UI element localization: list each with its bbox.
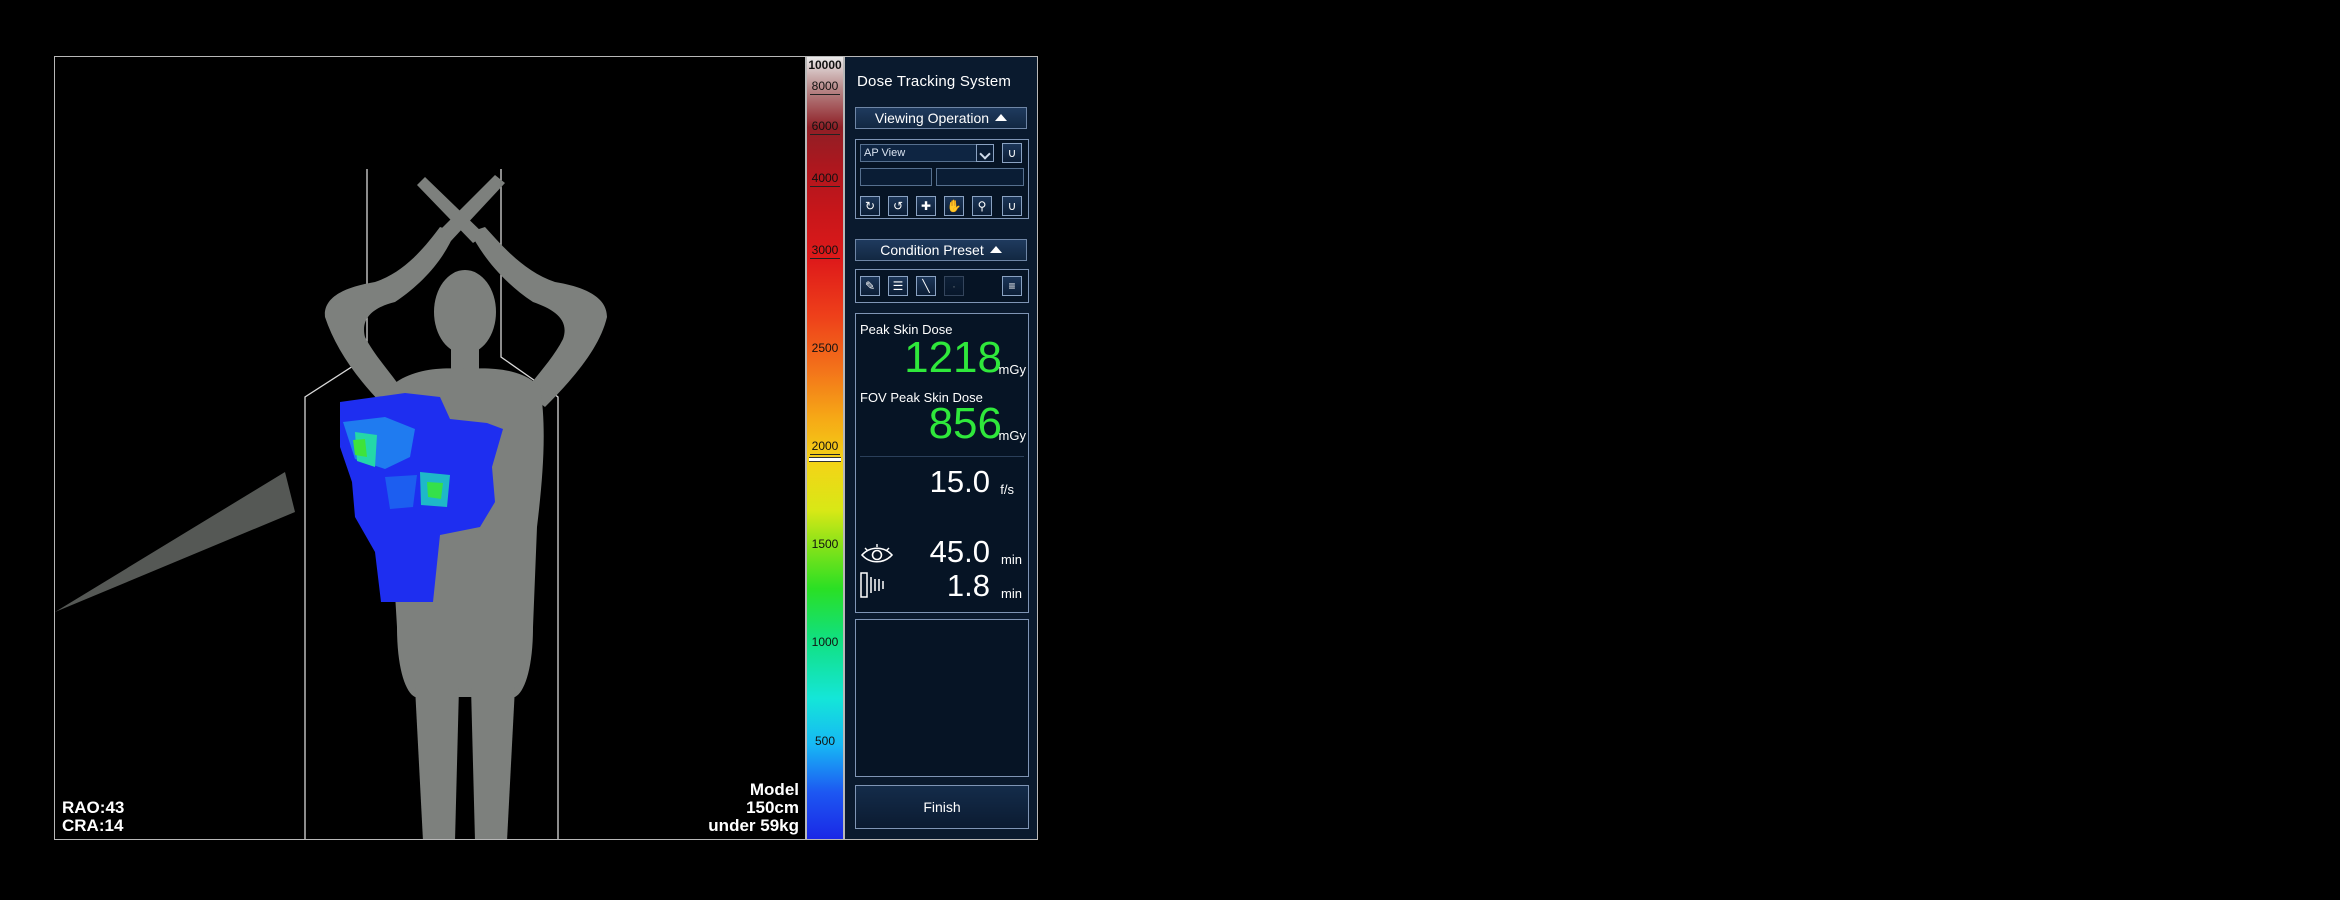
scale-tick-500: 500	[814, 734, 836, 748]
fluoro-time-unit: min	[1001, 552, 1022, 567]
reset-magnet-button[interactable]: ∪	[1002, 143, 1022, 163]
blank-icon: ·	[952, 279, 956, 293]
scale-tick-1000: 1000	[811, 635, 839, 649]
dose-map-viewport[interactable]: RAO:43 CRA:14 Model 150cm under 59kg	[54, 56, 806, 840]
viewing-operation-header[interactable]: Viewing Operation	[855, 107, 1027, 129]
collapse-chevron-icon	[989, 245, 1002, 253]
model-height: 150cm	[746, 798, 799, 817]
viewing-operation-label: Viewing Operation	[874, 110, 990, 126]
human-body-model	[324, 175, 607, 839]
acquisition-time-value: 1.8	[946, 568, 990, 603]
dose-color-scale: 10000 8000 6000 4000 3000 2500 2000 1500…	[806, 56, 844, 840]
dose-tracking-panel: Dose Tracking System Viewing Operation A…	[844, 56, 1038, 840]
magnet-icon: ∪	[1007, 199, 1017, 213]
fov-peak-skin-dose-unit: mGy	[998, 428, 1026, 443]
model-label: Model	[749, 780, 799, 799]
patient-model-info: Model 150cm under 59kg	[708, 781, 799, 835]
peak-skin-dose-value: 1218	[904, 333, 1002, 382]
scale-tick-2500: 2500	[811, 341, 839, 355]
scale-tick-8000: 8000	[807, 79, 843, 95]
magnet-icon: ∪	[1007, 146, 1017, 160]
rotate-icon: ↻	[864, 199, 876, 213]
scale-tick-4000: 4000	[807, 171, 843, 187]
hand-button[interactable]: ✋	[944, 196, 964, 216]
blank-tool-button[interactable]: ·	[944, 276, 964, 296]
rao-angle: RAO:43	[62, 798, 125, 817]
scale-tick-10000: 10000	[808, 58, 842, 72]
c-arm-angle-readout: RAO:43 CRA:14	[62, 799, 124, 835]
dose-divider	[860, 456, 1024, 457]
fov-peak-skin-dose-label: FOV Peak Skin Dose	[860, 390, 983, 405]
chevron-down-icon[interactable]	[976, 144, 994, 162]
rotate-fine-button[interactable]: ↺	[888, 196, 908, 216]
view-param-field-2[interactable]	[936, 168, 1024, 186]
peak-skin-dose-unit: mGy	[998, 362, 1026, 377]
skin-dose-overlay	[340, 393, 503, 602]
list-button[interactable]: ≡	[1002, 276, 1022, 296]
fluoroscopy-eye-icon	[860, 544, 894, 563]
frame-rate-unit: f/s	[1000, 482, 1014, 497]
condition-preset-box: ✎ ☰ ╲ · ≡	[855, 269, 1029, 303]
view-select-value: AP View	[864, 147, 906, 159]
magnet-button[interactable]: ∪	[1002, 196, 1022, 216]
edit-pen-icon: ✎	[864, 279, 876, 293]
syringe-icon: ╲	[922, 279, 930, 293]
hand-icon: ✋	[946, 199, 962, 213]
pan-icon: ✚	[920, 199, 932, 213]
info-box	[855, 619, 1029, 777]
scale-tick-1500: 1500	[811, 537, 839, 551]
rotate-button[interactable]: ↻	[860, 196, 880, 216]
list-icon: ≡	[1008, 279, 1016, 293]
frame-rate-value: 15.0	[929, 464, 990, 499]
finish-button[interactable]: Finish	[855, 785, 1029, 829]
notes-button[interactable]: ☰	[888, 276, 908, 296]
fov-peak-skin-dose-value: 856	[928, 399, 1002, 448]
scale-tick-3000: 3000	[807, 243, 843, 259]
pan-button[interactable]: ✚	[916, 196, 936, 216]
scale-tick-6000: 6000	[807, 119, 843, 135]
fluoro-time-value: 45.0	[929, 534, 990, 569]
model-weight: under 59kg	[708, 816, 799, 835]
xray-beam	[55, 472, 295, 612]
viewing-operation-box: AP View ∪ ↻ ↺ ✚ ✋ ⚲ ∪	[855, 139, 1029, 219]
acquisition-icon	[860, 572, 884, 598]
current-dose-marker	[809, 457, 841, 462]
patient-model-scene	[55, 169, 607, 839]
acquisition-time-unit: min	[1001, 586, 1022, 601]
collapse-chevron-icon	[995, 113, 1008, 121]
rotate-fine-icon: ↺	[892, 199, 904, 213]
syringe-button[interactable]: ╲	[916, 276, 936, 296]
condition-preset-label: Condition Preset	[880, 242, 984, 258]
edit-pen-button[interactable]: ✎	[860, 276, 880, 296]
condition-preset-header[interactable]: Condition Preset	[855, 239, 1027, 261]
panel-title: Dose Tracking System	[857, 73, 1012, 90]
dose-readout-box: Peak Skin Dose 1218 mGy FOV Peak Skin Do…	[855, 313, 1029, 613]
zoom-icon: ⚲	[977, 199, 987, 213]
notes-icon: ☰	[892, 279, 904, 293]
zoom-button[interactable]: ⚲	[972, 196, 992, 216]
scale-tick-2000: 2000	[807, 439, 843, 455]
cra-angle: CRA:14	[62, 816, 124, 835]
view-param-field-1[interactable]	[860, 168, 932, 186]
peak-skin-dose-label: Peak Skin Dose	[860, 322, 953, 337]
view-select[interactable]: AP View	[860, 144, 994, 162]
